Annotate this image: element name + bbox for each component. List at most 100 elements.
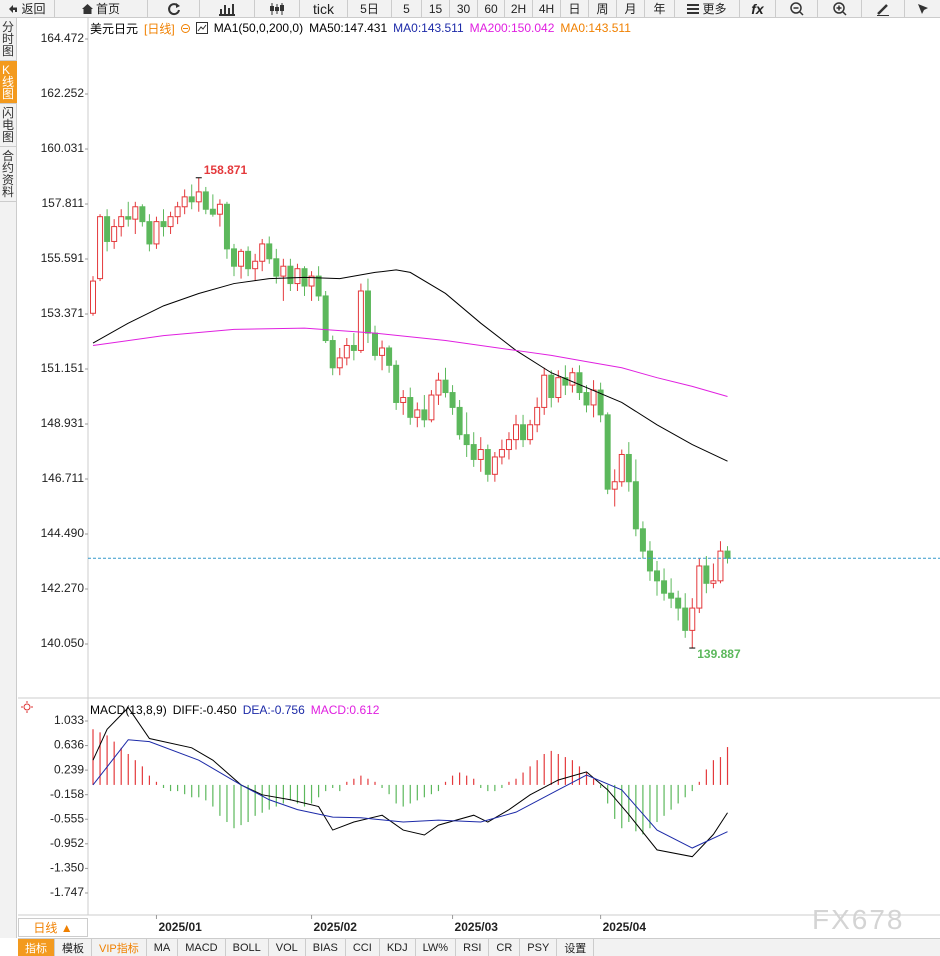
candle-body	[195, 191, 202, 203]
period-button[interactable]: 60	[478, 0, 505, 17]
candle-body	[372, 332, 379, 356]
price-header: 美元日元 [日线] MA1(50,0,200,0) MA50:147.431 MA0…	[90, 20, 631, 36]
indicator-tab[interactable]: 模板	[55, 939, 92, 956]
y-tick-label: -0.952	[50, 836, 84, 850]
settings-icon[interactable]	[21, 701, 33, 713]
y-tick-label: -0.555	[50, 811, 84, 825]
y-tick-label: -1.350	[50, 861, 84, 875]
back-button[interactable]: 返回	[0, 0, 55, 17]
candle-body	[97, 216, 104, 280]
candle-body	[104, 216, 111, 242]
low-label: 139.887	[697, 647, 741, 661]
candle-body	[477, 449, 484, 460]
candle-body	[209, 208, 216, 215]
candle-body	[364, 290, 371, 334]
candle-body	[710, 580, 717, 584]
period-button[interactable]: 周	[589, 0, 617, 17]
period-toggle[interactable]: 日线 ▲	[18, 918, 88, 937]
indicator-tab[interactable]: RSI	[456, 939, 490, 956]
indicator-tab[interactable]: PSY	[520, 939, 558, 956]
candle-body	[336, 357, 343, 369]
indicator-tab[interactable]: MA	[147, 939, 179, 956]
more-button[interactable]: 更多	[675, 0, 740, 17]
candle-body	[696, 565, 703, 609]
indicator-tab[interactable]: MACD	[178, 939, 226, 956]
legend-entry: DEA:-0.756	[242, 703, 305, 717]
candle-body	[181, 196, 188, 208]
candle-body	[252, 260, 259, 270]
icon-part	[23, 703, 31, 711]
period-button[interactable]: 30	[450, 0, 478, 17]
side-tab[interactable]: K线图	[0, 61, 17, 104]
indicator-tab[interactable]: 指标	[18, 939, 55, 956]
period-button[interactable]: 5日	[348, 0, 392, 17]
candle-body	[435, 379, 442, 396]
candle-body	[400, 397, 407, 403]
candle-body	[125, 216, 132, 220]
pointer-button[interactable]	[905, 0, 940, 17]
x-tick-label: 2025/04	[603, 920, 647, 934]
candle-button[interactable]	[255, 0, 300, 17]
y-tick-label: -1.747	[50, 885, 84, 899]
candle-body	[357, 290, 364, 351]
candle-body	[569, 372, 576, 386]
candle-body	[724, 550, 731, 559]
indicator-line	[92, 327, 728, 397]
refresh-button[interactable]	[148, 0, 200, 17]
candle-body	[576, 372, 583, 394]
candle-body	[639, 528, 646, 552]
indicator-line	[92, 706, 728, 858]
y-tick-label: 140.050	[41, 636, 85, 650]
period-button[interactable]: tick	[300, 0, 348, 17]
period-button[interactable]: 5	[392, 0, 422, 17]
indicator-tab[interactable]: CCI	[346, 939, 380, 956]
y-tick-label: -0.158	[50, 787, 84, 801]
candle-body	[590, 389, 597, 406]
candle-body	[597, 389, 604, 416]
indicator-tab[interactable]: BIAS	[306, 939, 346, 956]
y-tick-label: 144.490	[41, 526, 85, 540]
candle-body	[689, 607, 696, 631]
candle-body	[534, 406, 541, 426]
period-button[interactable]: 月	[617, 0, 645, 17]
side-tab[interactable]: 闪电图	[0, 104, 17, 147]
indicator-tab[interactable]: KDJ	[380, 939, 416, 956]
legend: MA1(50,0,200,0) MA50:147.431 MA0:143.511 MA…	[214, 21, 631, 35]
side-tab[interactable]: 分时图	[0, 18, 17, 61]
candle-body	[541, 374, 548, 408]
indicator-tab[interactable]: LW%	[416, 939, 457, 956]
indicator-tab[interactable]: BOLL	[226, 939, 269, 956]
period-button[interactable]: 日	[561, 0, 589, 17]
indicator-tab[interactable]: VOL	[269, 939, 306, 956]
candle-body	[428, 394, 435, 421]
period-button[interactable]: 2H	[505, 0, 533, 17]
period-button[interactable]: 15	[422, 0, 450, 17]
indicator-tab[interactable]: 设置	[557, 939, 595, 956]
y-tick-label: 142.270	[41, 581, 85, 595]
icon	[832, 1, 847, 16]
period-button[interactable]: 4H	[533, 0, 561, 17]
zoom-out-button[interactable]	[776, 0, 818, 17]
draw-button[interactable]	[862, 0, 905, 17]
legend-entry: MA0:143.511	[560, 21, 631, 35]
period: [日线]	[144, 21, 175, 36]
candle-body	[562, 377, 569, 386]
icon	[270, 2, 284, 15]
period-button[interactable]: 年	[645, 0, 675, 17]
icon	[917, 3, 928, 14]
candle-body	[527, 424, 534, 441]
side-tab[interactable]: 合约资料	[0, 147, 17, 202]
candle-body	[491, 456, 498, 475]
icon[interactable]	[180, 23, 190, 33]
indicator-tab[interactable]: CR	[489, 939, 521, 956]
candle-body	[329, 340, 336, 369]
candle-body	[322, 295, 329, 342]
formula-button[interactable]: fx	[740, 0, 776, 17]
zoom-in-button[interactable]	[818, 0, 862, 17]
indicator-tab[interactable]: VIP指标	[92, 939, 147, 956]
home-button[interactable]: 首页	[55, 0, 148, 17]
icon[interactable]	[195, 22, 208, 34]
chart-button[interactable]	[200, 0, 255, 17]
candle-body	[484, 449, 491, 475]
